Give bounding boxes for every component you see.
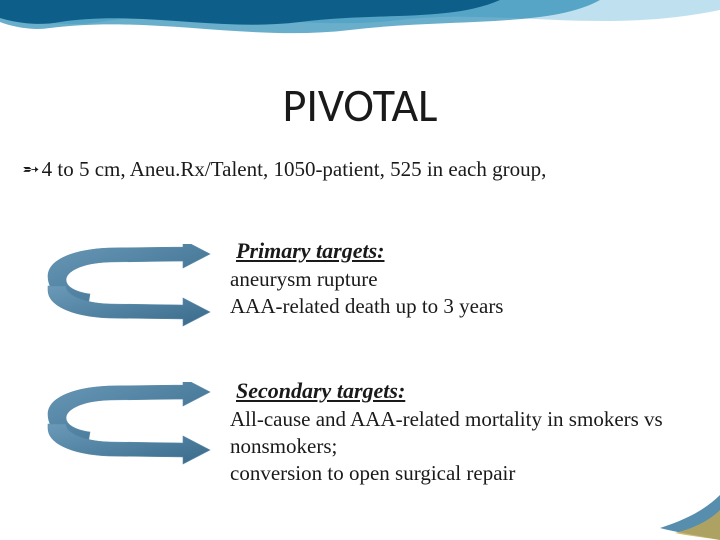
bullet-icon: ➵ — [22, 156, 40, 183]
primary-targets-block: Primary targets: aneurysm rupture AAA-re… — [230, 238, 690, 320]
primary-item: aneurysm rupture — [230, 266, 690, 293]
secondary-item: conversion to open surgical repair — [230, 460, 690, 487]
corner-decoration — [630, 480, 720, 540]
secondary-targets-block: Secondary targets: All-cause and AAA-rel… — [230, 378, 690, 487]
arrow-graphic-primary — [38, 244, 223, 329]
primary-item: AAA-related death up to 3 years — [230, 293, 690, 320]
slide-title: PIVOTAL — [0, 0, 720, 134]
arrow-graphic-secondary — [38, 382, 223, 467]
intro-line: ➵4 to 5 cm, Aneu.Rx/Talent, 1050-patient… — [22, 156, 690, 183]
intro-text: 4 to 5 cm, Aneu.Rx/Talent, 1050-patient,… — [42, 157, 547, 181]
secondary-heading: Secondary targets: — [236, 378, 690, 404]
secondary-item: All-cause and AAA-related mortality in s… — [230, 406, 690, 460]
primary-heading: Primary targets: — [236, 238, 690, 264]
